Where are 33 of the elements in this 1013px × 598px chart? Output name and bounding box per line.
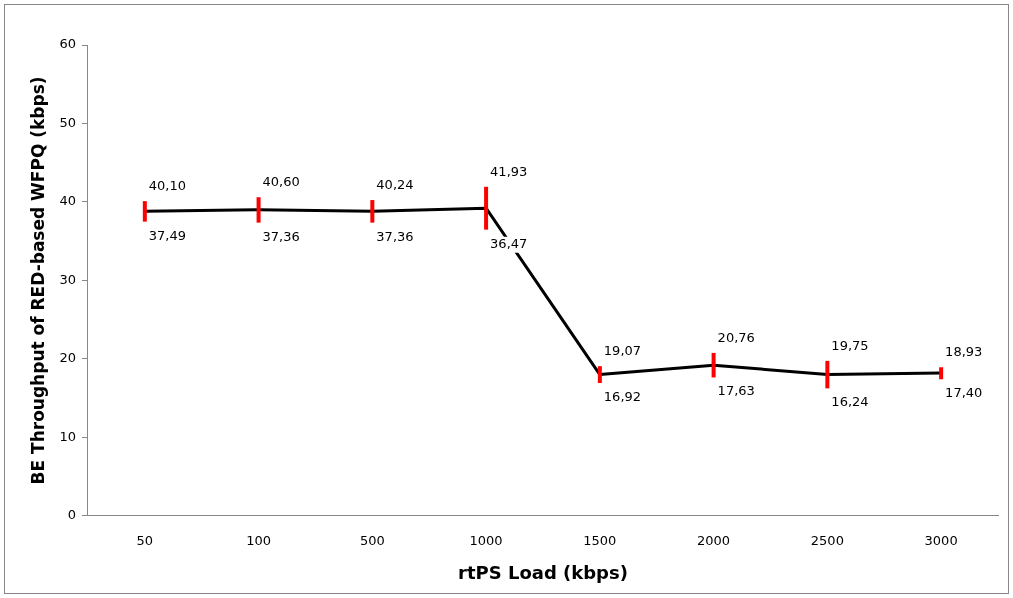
annotation: 19,07 <box>603 343 642 359</box>
annotation: 16,24 <box>831 394 869 410</box>
y-tick-label: 0 <box>67 507 76 523</box>
y-tick-label: 30 <box>59 271 76 287</box>
annotation: 37,36 <box>262 228 300 244</box>
annotation: 41,93 <box>490 163 528 179</box>
annotation: 18,93 <box>945 344 983 360</box>
x-tick-label: 100 <box>246 532 271 548</box>
y-tick-label: 60 <box>59 36 76 52</box>
annotation: 17,63 <box>717 383 755 399</box>
x-tick-label: 3000 <box>924 532 958 548</box>
x-axis-title: rtPS Load (kbps) <box>457 561 628 583</box>
x-tick-label: 50 <box>136 532 154 548</box>
x-tick-label: 2000 <box>697 532 731 548</box>
y-tick-label: 10 <box>59 428 76 444</box>
annotation: 17,40 <box>945 385 983 401</box>
annotation: 40,60 <box>262 174 300 190</box>
x-tick-label: 2500 <box>810 532 844 548</box>
x-tick-label: 1500 <box>583 532 617 548</box>
x-tick-label: 500 <box>359 532 385 548</box>
annotation: 40,10 <box>148 178 187 194</box>
y-tick-label: 50 <box>59 114 76 130</box>
annotation: 20,76 <box>717 329 755 345</box>
annotation: 36,47 <box>490 235 528 251</box>
x-tick-label: 1000 <box>469 532 503 548</box>
annotation: 40,24 <box>376 176 414 192</box>
y-tick-label: 40 <box>59 193 76 209</box>
annotation: 16,92 <box>603 388 642 404</box>
annotation: 37,36 <box>376 228 414 244</box>
y-tick-label: 20 <box>59 350 76 366</box>
annotation: 37,49 <box>148 227 187 243</box>
y-axis-title: BE Throughput of RED-based WFPQ (kbps) <box>27 76 48 485</box>
annotation: 19,75 <box>831 337 869 353</box>
